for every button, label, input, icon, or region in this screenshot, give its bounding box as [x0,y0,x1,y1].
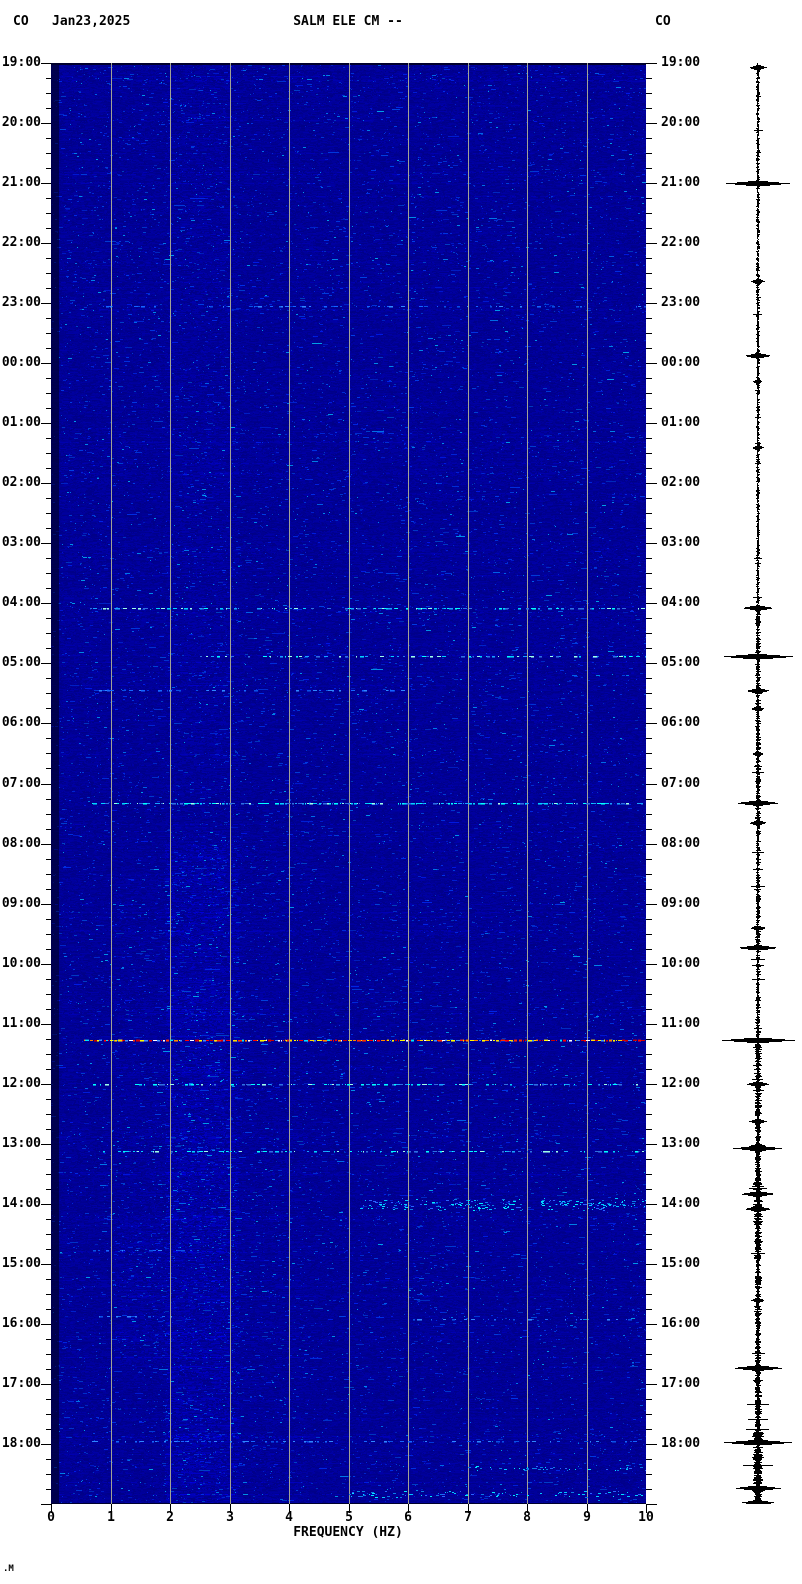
time-label-left: 12:00 [1,1076,41,1091]
seismogram-trace [708,63,802,1504]
time-label-left: 03:00 [1,535,41,550]
time-label-left: 21:00 [1,175,41,190]
time-label-right: 10:00 [661,956,701,971]
time-label-left: 14:00 [1,1196,41,1211]
time-label-right: 05:00 [661,655,701,670]
time-label-left: 20:00 [1,115,41,130]
time-label-right: 13:00 [661,1136,701,1151]
time-label-right: 04:00 [661,595,701,610]
freq-tick-label: 10 [638,1510,654,1525]
freq-tick-label: 1 [107,1510,115,1525]
freq-tick-label: 5 [345,1510,353,1525]
time-label-right: 18:00 [661,1436,701,1451]
time-label-right: 12:00 [661,1076,701,1091]
time-label-left: 04:00 [1,595,41,610]
time-label-left: 18:00 [1,1436,41,1451]
time-label-right: 00:00 [661,355,701,370]
freq-tick-label: 4 [285,1510,293,1525]
corner-mark: .M [3,1564,14,1574]
time-label-left: 06:00 [1,715,41,730]
time-label-left: 05:00 [1,655,41,670]
time-label-left: 13:00 [1,1136,41,1151]
time-label-right: 07:00 [661,776,701,791]
time-label-left: 07:00 [1,776,41,791]
time-label-right: 22:00 [661,235,701,250]
time-label-left: 00:00 [1,355,41,370]
time-label-right: 17:00 [661,1376,701,1391]
time-label-right: 23:00 [661,295,701,310]
time-label-left: 08:00 [1,836,41,851]
x-axis-label: FREQUENCY (HZ) [293,1525,403,1540]
time-label-left: 15:00 [1,1256,41,1271]
time-label-left: 16:00 [1,1316,41,1331]
freq-tick-label: 3 [226,1510,234,1525]
freq-tick-label: 8 [523,1510,531,1525]
freq-tick-label: 7 [464,1510,472,1525]
time-label-right: 01:00 [661,415,701,430]
time-label-left: 09:00 [1,896,41,911]
time-label-right: 16:00 [661,1316,701,1331]
time-label-right: 15:00 [661,1256,701,1271]
time-label-right: 02:00 [661,475,701,490]
freq-tick-label: 2 [166,1510,174,1525]
time-label-left: 01:00 [1,415,41,430]
time-label-right: 11:00 [661,1016,701,1031]
time-label-left: 19:00 [1,55,41,70]
time-label-left: 11:00 [1,1016,41,1031]
time-label-left: 23:00 [1,295,41,310]
time-label-right: 03:00 [661,535,701,550]
time-label-left: 17:00 [1,1376,41,1391]
freq-tick-label: 0 [47,1510,55,1525]
time-label-right: 08:00 [661,836,701,851]
time-label-right: 19:00 [661,55,701,70]
time-label-left: 10:00 [1,956,41,971]
time-label-right: 06:00 [661,715,701,730]
time-label-left: 22:00 [1,235,41,250]
time-label-left: 02:00 [1,475,41,490]
time-label-right: 09:00 [661,896,701,911]
time-label-right: 14:00 [661,1196,701,1211]
time-label-right: 21:00 [661,175,701,190]
spectrogram-heatmap [51,63,646,1504]
time-label-right: 20:00 [661,115,701,130]
freq-tick-label: 9 [583,1510,591,1525]
freq-tick-label: 6 [404,1510,412,1525]
